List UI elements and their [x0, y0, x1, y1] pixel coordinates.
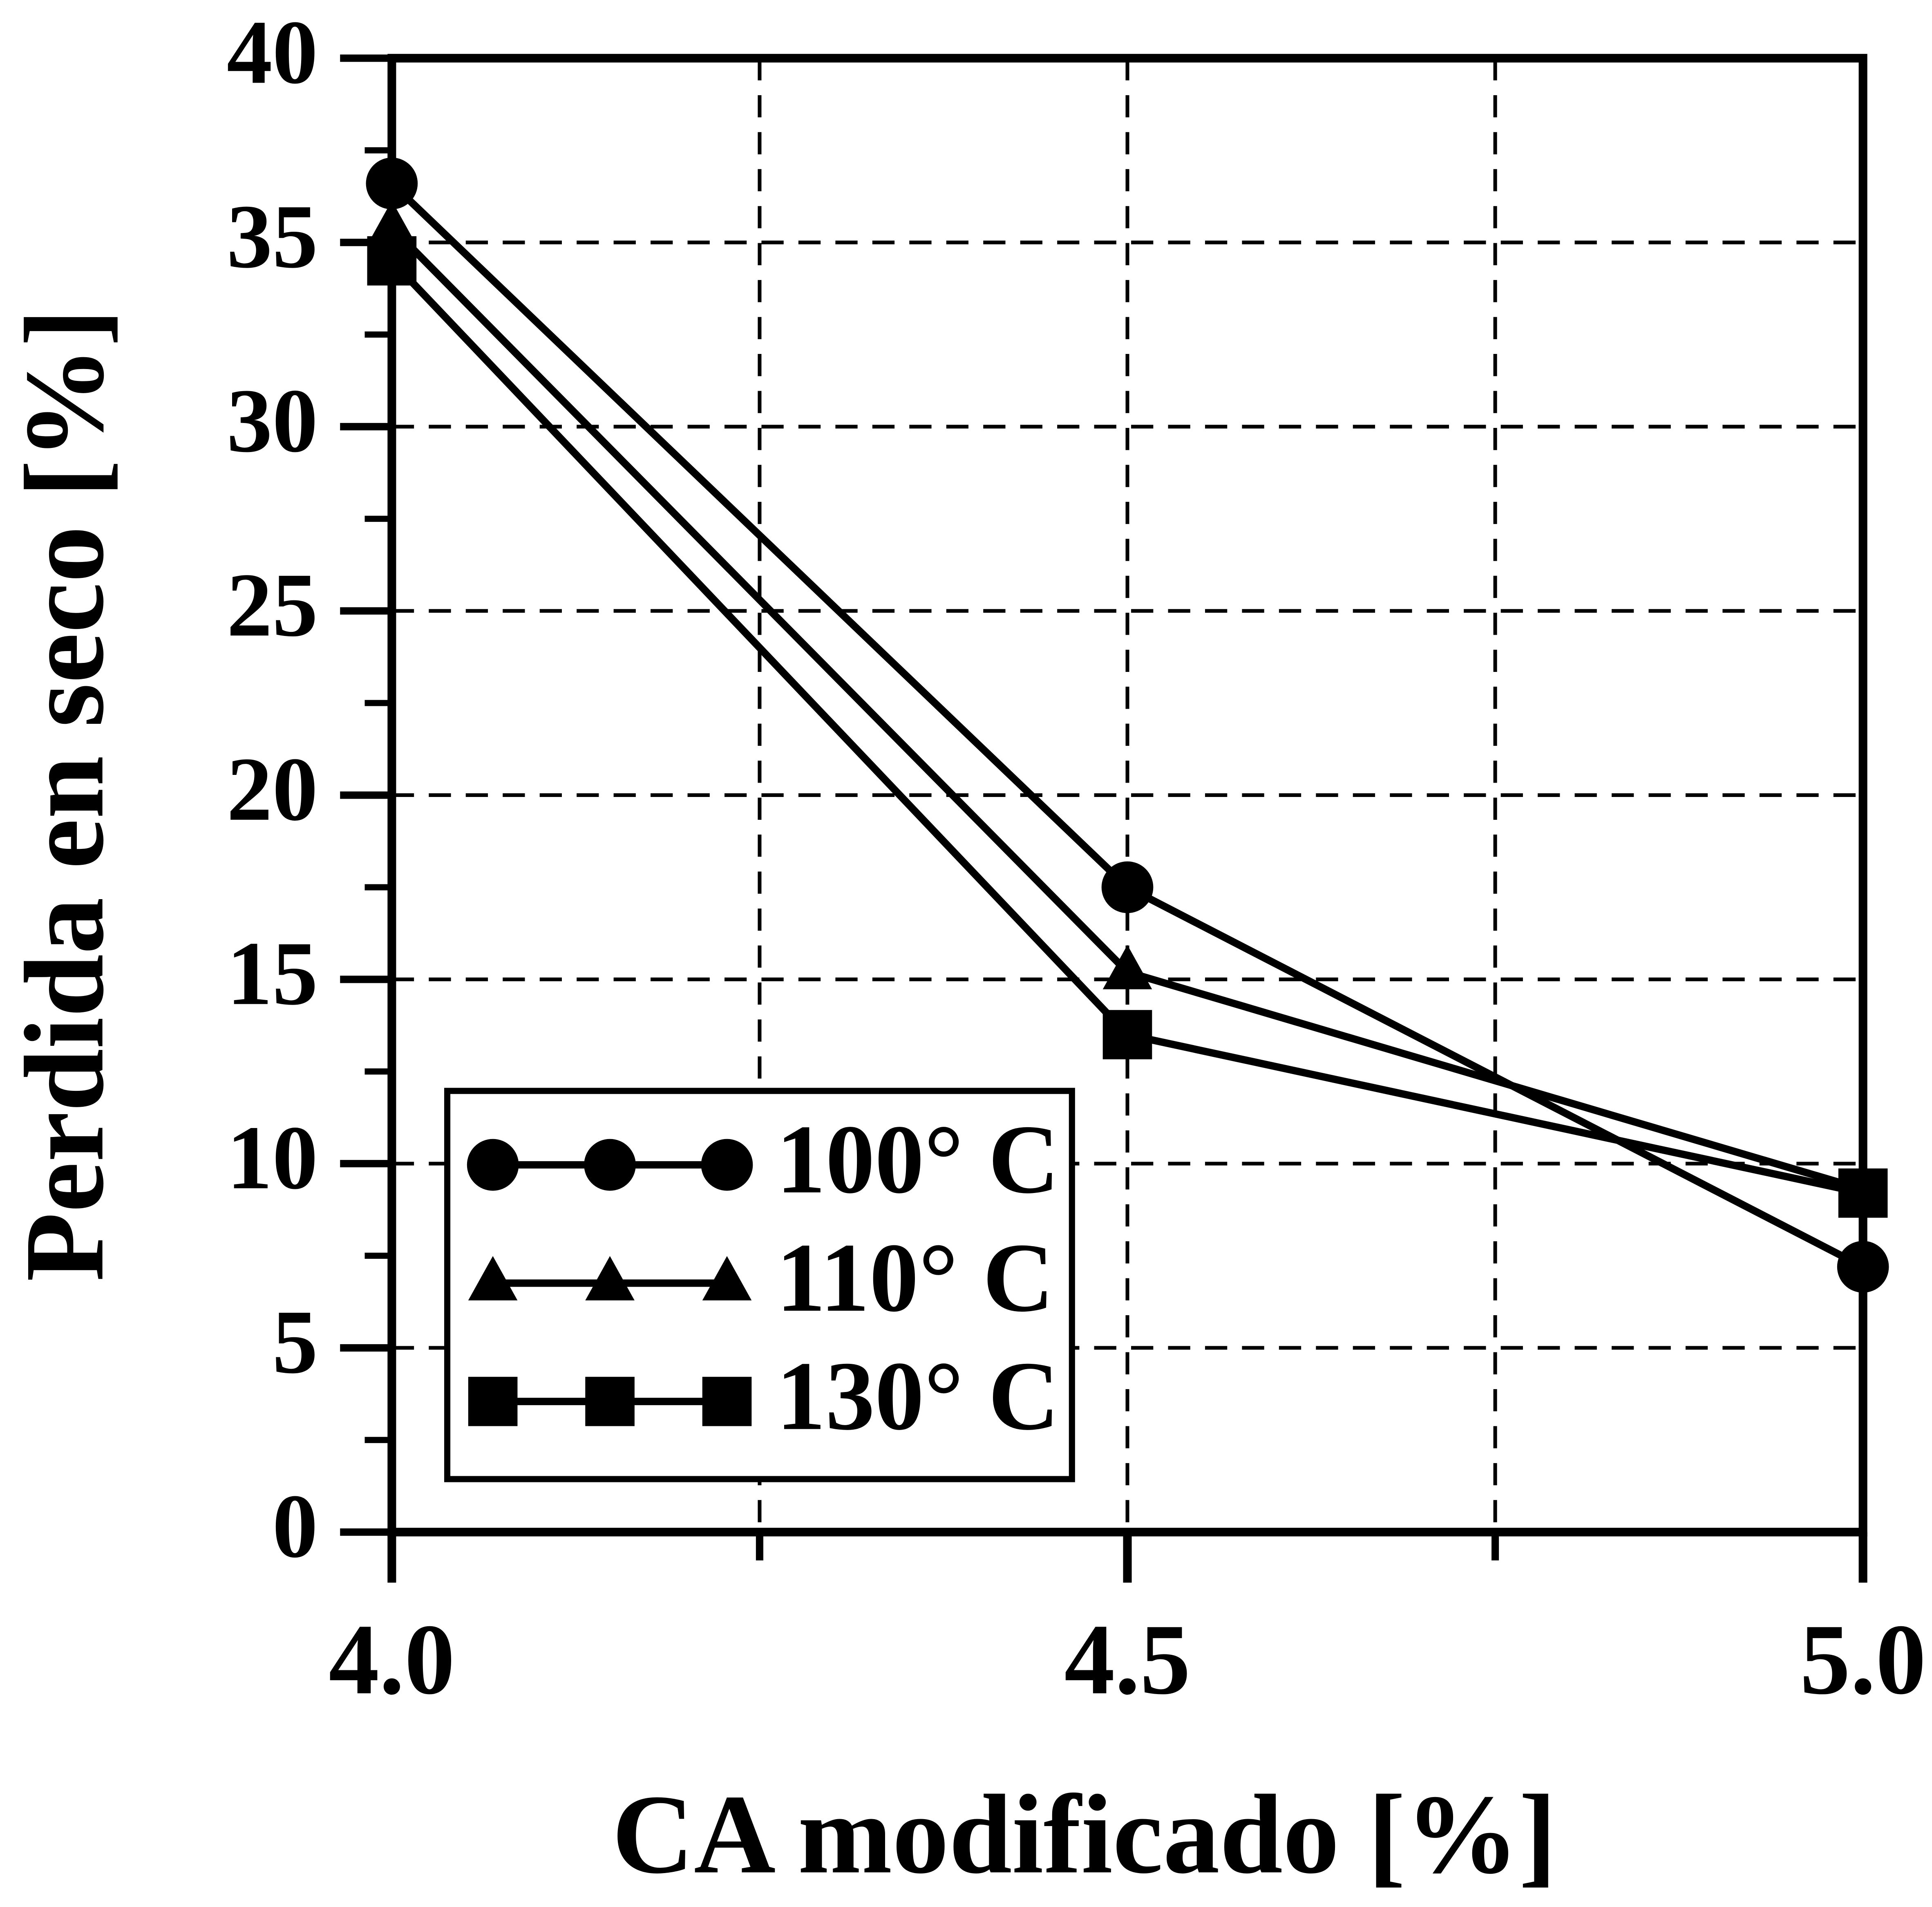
y-tick-label: 15: [227, 923, 318, 1024]
marker: [584, 1139, 636, 1191]
marker: [701, 1139, 753, 1191]
marker: [585, 1256, 635, 1300]
marker: [468, 1377, 518, 1426]
x-tick-label: 4.0: [329, 1604, 455, 1715]
y-tick-label: 20: [227, 739, 318, 840]
legend-label: 100° C: [776, 1105, 1060, 1214]
marker: [1838, 1168, 1888, 1218]
marker: [1102, 1010, 1152, 1059]
y-tick-label: 35: [227, 186, 318, 287]
legend-label: 110° C: [776, 1223, 1054, 1332]
y-tick-label: 30: [227, 370, 318, 471]
marker: [1102, 945, 1152, 989]
x-tick-label: 4.5: [1064, 1604, 1190, 1715]
y-tick-label: 0: [272, 1476, 318, 1577]
marker: [367, 236, 417, 286]
x-tick-label: 5.0: [1800, 1604, 1926, 1715]
marker: [1837, 1241, 1889, 1293]
legend-label: 130° C: [776, 1341, 1060, 1450]
marker: [367, 200, 417, 245]
marker: [366, 157, 418, 210]
y-tick-label: 40: [227, 2, 318, 103]
y-tick-label: 25: [227, 555, 318, 656]
y-axis-title: Perdida en seco [%]: [2, 309, 127, 1282]
marker: [467, 1139, 519, 1191]
marker: [468, 1256, 518, 1300]
y-tick-label: 5: [272, 1291, 318, 1392]
y-tick-label: 10: [227, 1107, 318, 1208]
marker: [702, 1256, 752, 1300]
x-axis-title: CA modificado [%]: [612, 1772, 1557, 1897]
marker: [585, 1377, 635, 1426]
marker: [702, 1377, 752, 1426]
marker: [1101, 861, 1154, 913]
plot-frame: [387, 54, 1867, 1537]
